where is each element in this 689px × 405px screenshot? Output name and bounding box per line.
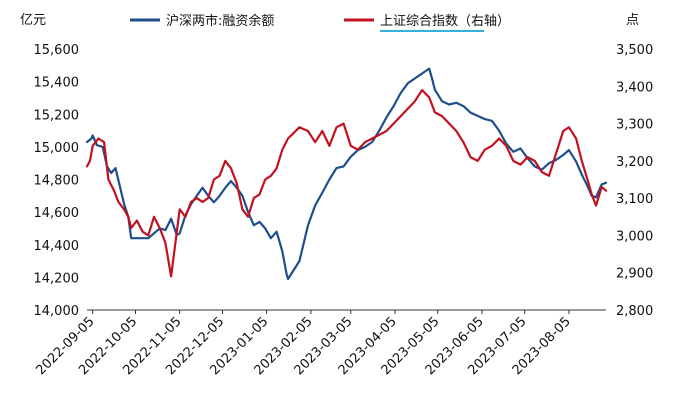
right-axis-unit: 点 <box>626 13 639 28</box>
right-tick-label: 3,300 <box>616 118 653 133</box>
series-line-financing-balance <box>85 67 608 281</box>
left-axis-unit: 亿元 <box>20 13 46 28</box>
right-tick-label: 3,000 <box>616 229 653 244</box>
left-tick-label: 15,600 <box>34 43 80 58</box>
right-tick-label: 3,400 <box>616 80 653 95</box>
left-tick-label: 14,400 <box>34 239 80 254</box>
left-tick-label: 14,800 <box>34 174 80 189</box>
legend: 沪深两市:融资余额 上证综合指数（右轴） <box>130 13 510 32</box>
left-tick-label: 14,600 <box>34 206 80 221</box>
right-tick-label: 2,800 <box>616 304 653 319</box>
left-tick-label: 15,200 <box>34 108 80 123</box>
series-layer <box>85 67 608 281</box>
right-tick-label: 2,900 <box>616 267 653 282</box>
right-tick-label: 3,500 <box>616 43 653 58</box>
left-axis: 14,000 14,200 14,400 14,600 14,800 15,000 15,2… <box>34 43 80 319</box>
left-tick-label: 14,200 <box>34 271 80 286</box>
legend-label-financing: 沪深两市:融资余额 <box>166 13 274 29</box>
right-tick-label: 3,100 <box>616 192 653 207</box>
x-axis: 2022-09-052022-10-052022-11-052022-12-05… <box>33 309 606 378</box>
right-tick-label: 3,200 <box>616 155 653 170</box>
right-axis: 2,800 2,900 3,000 3,100 3,200 3,300 3,400 3,500 <box>616 43 653 319</box>
left-tick-label: 15,000 <box>34 141 80 156</box>
left-tick-label: 15,400 <box>34 76 80 91</box>
legend-label-shanghai: 上证综合指数（右轴） <box>380 14 510 29</box>
series-line-shanghai-index <box>85 88 608 278</box>
left-tick-label: 14,000 <box>34 304 80 319</box>
